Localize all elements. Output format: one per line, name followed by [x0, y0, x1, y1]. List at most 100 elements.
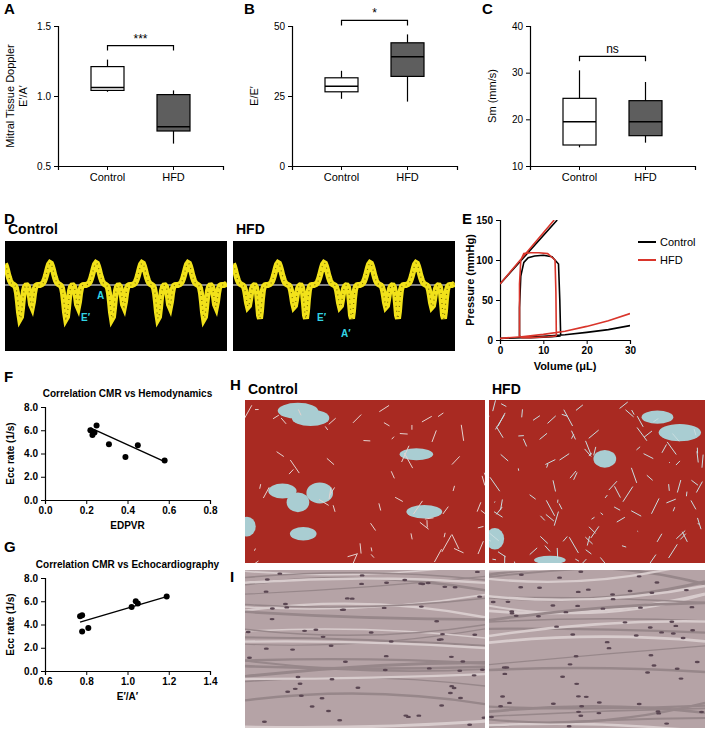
- image-panel: [489, 400, 705, 563]
- cell-border: [478, 526, 484, 527]
- nucleus: [507, 702, 512, 704]
- tick: Control: [90, 166, 125, 183]
- whisker: [107, 60, 108, 67]
- tick-mark: [526, 119, 530, 120]
- fiber-streak: [489, 570, 705, 577]
- cell-border: [273, 415, 279, 419]
- cell-border: [617, 517, 625, 522]
- cell-border: [666, 499, 675, 503]
- fiber-streak: [245, 694, 485, 705]
- point: [106, 441, 112, 447]
- cell-border: [651, 498, 659, 513]
- nucleus: [290, 648, 295, 650]
- image-background: [489, 570, 705, 728]
- tick-mark: [41, 601, 45, 602]
- cell-border: [442, 535, 451, 552]
- nucleus: [329, 645, 334, 647]
- cell-border: [259, 484, 261, 489]
- cell-border: [545, 460, 555, 465]
- nucleus: [419, 605, 424, 607]
- fiber-streak: [245, 598, 485, 607]
- tick: 0: [487, 335, 500, 346]
- significance-label: *: [372, 6, 377, 20]
- cell-border: [614, 507, 620, 510]
- whisker: [645, 82, 646, 101]
- fiber-streak: [489, 706, 705, 709]
- nucleus: [293, 688, 298, 690]
- nucleus: [427, 667, 432, 669]
- tick: 0.0: [24, 666, 45, 677]
- fiber-streak: [245, 595, 485, 609]
- nucleus: [460, 660, 465, 662]
- nucleus: [262, 721, 267, 723]
- fiber-streak: [489, 668, 705, 672]
- nucleus: [500, 695, 505, 697]
- image-background: [5, 241, 227, 351]
- nucleus: [678, 677, 683, 679]
- fiber-streak: [245, 641, 485, 648]
- plot-area: [325, 34, 424, 101]
- tick: 1.5: [37, 21, 58, 32]
- tick-mark: [41, 578, 45, 579]
- cell-border: [632, 410, 635, 415]
- nucleus: [622, 621, 627, 623]
- fiber-streak: [489, 586, 705, 600]
- nucleus: [669, 621, 674, 623]
- cell-border: [330, 487, 335, 495]
- tick-mark: [169, 500, 170, 504]
- cell-border: [631, 468, 636, 483]
- cell-border: [594, 447, 596, 456]
- y-axis: 0.02.04.06.08.0: [24, 573, 45, 677]
- fiber-streak: [489, 570, 705, 582]
- tick-label: 8.0: [24, 402, 38, 413]
- cell-border: [669, 544, 678, 558]
- cell-border: [494, 501, 495, 503]
- nucleus: [369, 631, 374, 633]
- panel-label: F: [4, 368, 13, 385]
- nucleus: [337, 719, 342, 721]
- y-axis: 0.02.04.06.08.0: [24, 402, 45, 506]
- cell-border: [477, 502, 481, 511]
- tick-mark: [496, 300, 500, 301]
- box: [629, 101, 662, 136]
- panel-label: E: [462, 210, 472, 227]
- nucleus: [567, 725, 572, 727]
- tissue-gap: [659, 424, 701, 441]
- tick-label: 25: [274, 91, 286, 102]
- nucleus: [550, 604, 555, 606]
- image-annotation: A: [97, 290, 104, 301]
- tick-label: 0.2: [80, 505, 94, 516]
- nucleus: [439, 704, 444, 706]
- y-axis: 050100150: [476, 215, 500, 346]
- cell-border: [560, 454, 570, 460]
- tick-mark: [407, 166, 408, 170]
- image-background: [489, 400, 705, 563]
- cell-border: [576, 405, 583, 410]
- tick-label: 0.5: [37, 161, 51, 172]
- tick-label: 6.0: [24, 596, 38, 607]
- fiber-streak: [245, 662, 485, 676]
- nucleus: [519, 573, 524, 575]
- whisker: [579, 70, 580, 98]
- axis-line: [496, 221, 501, 341]
- cell-border: [453, 486, 454, 491]
- cell-border: [585, 537, 592, 544]
- tick: 40: [512, 21, 530, 32]
- cell-border: [653, 419, 658, 422]
- nucleus: [320, 697, 325, 699]
- cell-border: [490, 477, 500, 491]
- y-axis-title-line: E/E′: [248, 86, 260, 106]
- cell-border: [548, 416, 556, 424]
- tick: 0.6: [162, 500, 176, 516]
- y-axis: 02550: [274, 21, 293, 172]
- nucleus: [329, 678, 334, 680]
- point: [94, 423, 100, 429]
- cell-border: [546, 514, 554, 521]
- image-title: Control: [248, 381, 298, 397]
- image-title: HFD: [236, 221, 265, 237]
- cell-border: [564, 410, 573, 426]
- nucleus: [509, 612, 514, 614]
- x-axis: ControlHFD: [293, 166, 458, 183]
- cell-border: [586, 550, 592, 554]
- tick-label: 0.0: [24, 495, 38, 506]
